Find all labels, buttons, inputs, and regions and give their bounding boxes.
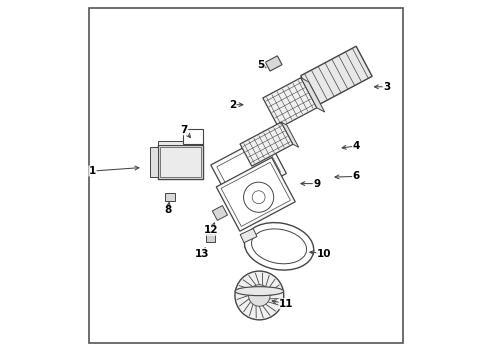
Polygon shape bbox=[183, 130, 203, 144]
Polygon shape bbox=[160, 147, 201, 177]
Polygon shape bbox=[240, 122, 293, 166]
Text: 10: 10 bbox=[317, 248, 331, 258]
Polygon shape bbox=[212, 206, 227, 220]
Text: 12: 12 bbox=[204, 225, 218, 235]
Text: 9: 9 bbox=[313, 179, 320, 189]
Text: 2: 2 bbox=[229, 100, 236, 110]
Polygon shape bbox=[165, 193, 175, 201]
Text: 5: 5 bbox=[258, 60, 265, 70]
Bar bbox=[89, 8, 403, 343]
Polygon shape bbox=[158, 141, 203, 145]
Circle shape bbox=[248, 285, 270, 306]
Polygon shape bbox=[281, 122, 299, 147]
Text: 1: 1 bbox=[89, 166, 96, 176]
Polygon shape bbox=[301, 78, 325, 112]
Text: 8: 8 bbox=[164, 206, 171, 216]
Polygon shape bbox=[158, 145, 203, 179]
Polygon shape bbox=[206, 234, 215, 242]
Polygon shape bbox=[265, 56, 282, 71]
Polygon shape bbox=[221, 162, 291, 226]
Text: 3: 3 bbox=[383, 82, 390, 92]
Polygon shape bbox=[263, 78, 317, 128]
Text: 4: 4 bbox=[352, 141, 360, 151]
Polygon shape bbox=[217, 141, 280, 197]
Text: 13: 13 bbox=[195, 248, 209, 258]
Ellipse shape bbox=[235, 287, 284, 296]
Polygon shape bbox=[211, 135, 286, 203]
Text: 11: 11 bbox=[279, 299, 294, 309]
Text: 6: 6 bbox=[352, 171, 360, 181]
Polygon shape bbox=[216, 157, 295, 231]
Polygon shape bbox=[240, 229, 257, 243]
Ellipse shape bbox=[251, 229, 307, 264]
Text: 7: 7 bbox=[180, 125, 188, 135]
Polygon shape bbox=[301, 46, 372, 106]
Circle shape bbox=[235, 271, 284, 320]
Polygon shape bbox=[150, 147, 158, 177]
